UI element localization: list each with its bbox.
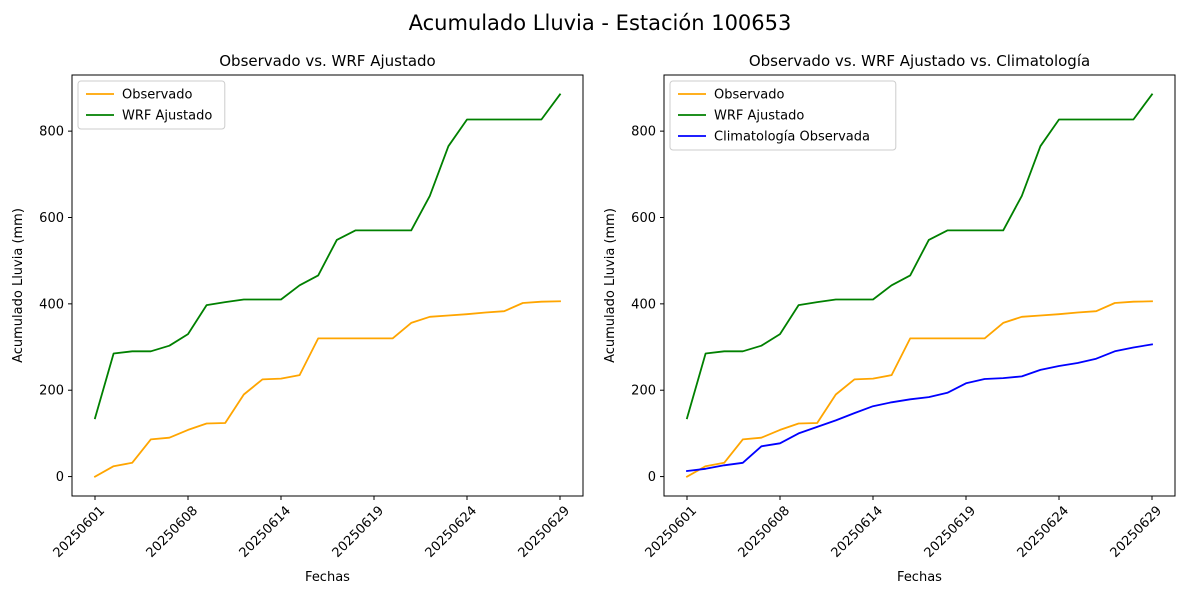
y-axis-label: Acumulado Lluvia (mm)	[603, 208, 618, 363]
chart-title: Observado vs. WRF Ajustado	[219, 52, 435, 70]
legend: Observado WRF Ajustado	[77, 80, 226, 130]
legend-box	[77, 80, 226, 130]
legend-entry-wrf-ajustado: WRF Ajustado	[714, 109, 804, 124]
y-tick-label: 800	[631, 125, 656, 140]
y-tick-label: 800	[39, 125, 64, 140]
y-tick-label: 600	[631, 211, 656, 226]
plot-frame	[663, 74, 1176, 497]
legend-entry-observado: Observado	[122, 88, 193, 103]
legend-entry-climatologia-observada: Climatología Observada	[714, 130, 870, 145]
y-tick-label: 0	[56, 470, 64, 485]
series-line-observado	[93, 300, 561, 478]
plot-frame	[71, 74, 584, 497]
y-axis-label: Acumulado Lluvia (mm)	[11, 208, 26, 363]
series-line-climatologia-observada	[686, 343, 1154, 472]
y-tick-label: 600	[39, 211, 64, 226]
y-tick-label: 0	[648, 470, 656, 485]
legend-entry-observado: Observado	[714, 88, 785, 103]
x-axis-label: Fechas	[897, 570, 942, 585]
legend-entry-wrf-ajustado: WRF Ajustado	[122, 109, 212, 124]
y-tick-label: 400	[39, 297, 64, 312]
legend: Observado WRF Ajustado Climatología Observ…	[669, 80, 897, 151]
x-axis-label: Fechas	[305, 570, 350, 585]
y-tick-label: 400	[631, 297, 656, 312]
chart-title: Observado vs. WRF Ajustado vs. Climatolo…	[749, 52, 1090, 70]
suptitle: Acumulado Lluvia - Estación 100653	[409, 11, 792, 35]
y-tick-label: 200	[39, 384, 64, 399]
series-line-wrf-ajustado	[93, 93, 562, 420]
series-line-wrf-ajustado	[685, 93, 1154, 420]
y-tick-label: 200	[631, 384, 656, 399]
legend-box	[669, 80, 897, 151]
series-line-observado	[685, 300, 1153, 478]
